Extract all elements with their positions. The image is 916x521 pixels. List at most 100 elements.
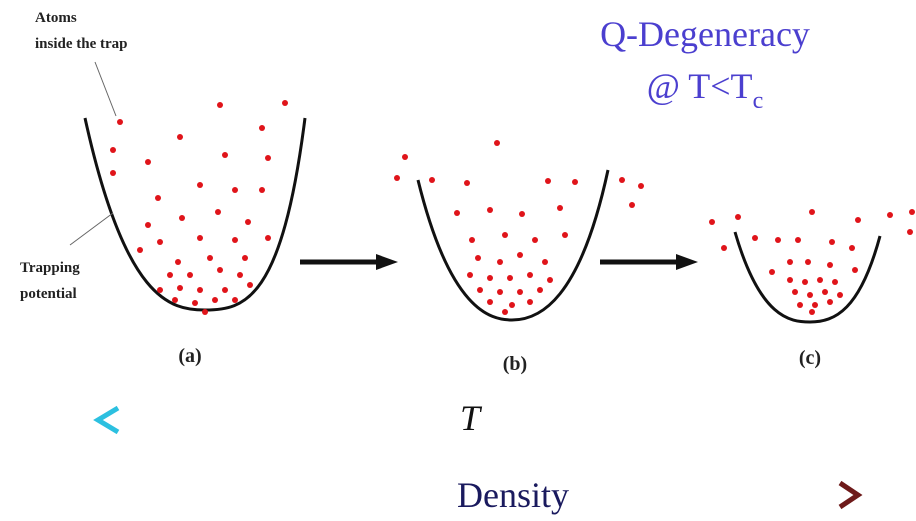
atom [192,300,198,306]
atom [177,285,183,291]
atom [807,292,813,298]
atom [507,275,513,281]
atom [155,195,161,201]
atom [795,237,801,243]
atom [822,289,828,295]
atom [232,237,238,243]
atom [849,245,855,251]
atom [502,232,508,238]
atom [222,287,228,293]
arrow-head [376,254,398,270]
atom [454,210,460,216]
atom [787,277,793,283]
atom [502,309,508,315]
atom [157,239,163,245]
title: Q-Degeneracy [600,14,810,54]
atom [572,179,578,185]
atom [832,279,838,285]
atom [477,287,483,293]
atom [197,235,203,241]
atom [197,182,203,188]
atom [787,259,793,265]
atom [629,202,635,208]
atom [245,219,251,225]
atom [265,155,271,161]
process-arrows [300,254,698,270]
atom [172,297,178,303]
atom [469,237,475,243]
atom [237,272,243,278]
atom [497,259,503,265]
atom [145,159,151,165]
atom [909,209,915,215]
atom [232,297,238,303]
atom [167,272,173,278]
atom [805,259,811,265]
atom [827,299,833,305]
atom [464,180,470,186]
atom [475,255,481,261]
atom [247,282,253,288]
atom [175,259,181,265]
atom [487,207,493,213]
atom [527,299,533,305]
condition: @ T<Tc [647,66,763,114]
atom [542,259,548,265]
atom [545,178,551,184]
arrow-head [838,480,863,510]
atom [887,212,893,218]
atom [817,277,823,283]
atom [837,292,843,298]
panel-label: (a) [178,345,201,367]
trap-c [733,231,882,324]
atom [282,100,288,106]
atom [259,187,265,193]
atom [812,302,818,308]
atom [809,209,815,215]
atom [179,215,185,221]
atoms-label: Atoms [35,10,77,26]
atom [769,269,775,275]
atom [562,232,568,238]
atom [797,302,803,308]
atom [137,247,143,253]
trap-a [83,117,307,312]
atom [907,229,913,235]
atom [467,272,473,278]
atom [827,262,833,268]
arrow-head [93,405,120,435]
atom [721,245,727,251]
atom [752,235,758,241]
atom [242,255,248,261]
panel-label: (b) [503,353,527,375]
atom [709,219,715,225]
atom [829,239,835,245]
condition-sub: c [753,88,764,114]
atom [394,175,400,181]
atom [487,299,493,305]
atom [517,289,523,295]
atom [117,119,123,125]
atom [429,177,435,183]
atom [638,183,644,189]
atom [202,309,208,315]
trap-b [416,169,610,322]
atom [537,287,543,293]
atom [157,287,163,293]
atom [519,211,525,217]
atom [855,217,861,223]
atom [145,222,151,228]
atom [215,209,221,215]
atom [497,289,503,295]
atoms [110,100,915,315]
atom [809,309,815,315]
atom [212,297,218,303]
atom [517,252,523,258]
atom [265,235,271,241]
atoms-label: inside the trap [35,36,128,52]
atom [217,102,223,108]
condition-text: @ T<T [647,66,753,106]
atom [509,302,515,308]
atom [735,214,741,220]
temperature-label: T [460,398,483,438]
